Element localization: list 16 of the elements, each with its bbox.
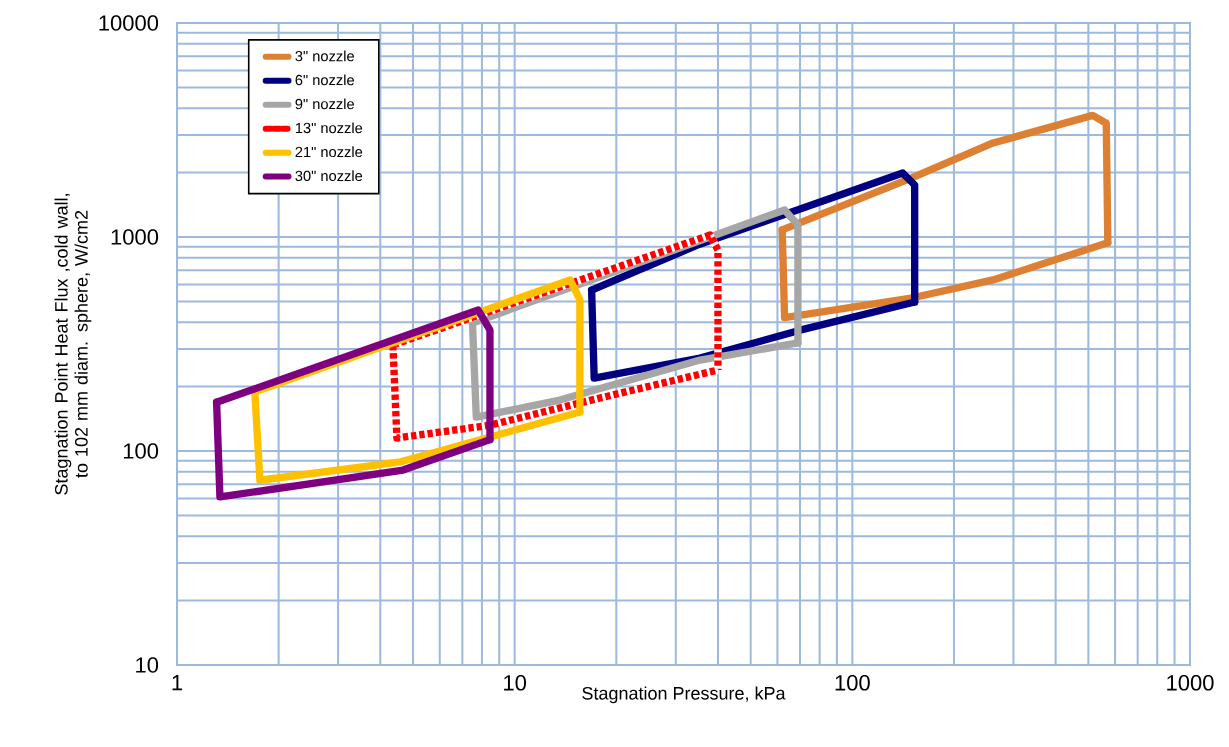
y-tick-label: 100: [123, 443, 159, 459]
y-tick-label: 10000: [99, 15, 159, 31]
legend-label: 30" nozzle: [295, 170, 363, 182]
legend-label: 9" nozzle: [295, 98, 354, 110]
legend-label: 3" nozzle: [295, 50, 354, 62]
legend-label: 13" nozzle: [295, 122, 363, 134]
x-tick-label: 1000: [1167, 675, 1214, 691]
legend-label: 21" nozzle: [295, 146, 363, 158]
x-axis-title: Stagnation Pressure, kPa: [582, 686, 786, 704]
y-tick-label: 10: [136, 657, 159, 673]
x-tick-label: 1: [172, 675, 183, 691]
legend-label: 6" nozzle: [295, 74, 354, 86]
y-axis-title: Stagnation Point Heat Flux ,cold wall, to 102 mm diam. sphere, W/cm2: [54, 194, 92, 495]
y-tick-label: 1000: [111, 229, 159, 245]
x-tick-label: 100: [835, 675, 870, 691]
x-tick-label: 10: [504, 675, 527, 691]
